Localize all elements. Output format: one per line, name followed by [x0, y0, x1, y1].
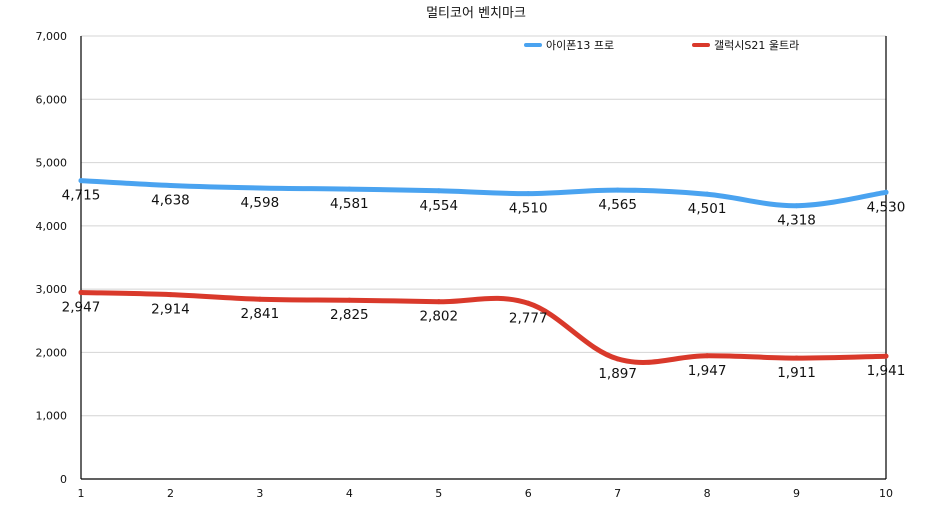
data-label: 4,530 — [867, 199, 906, 215]
data-point — [436, 188, 442, 194]
data-label: 2,777 — [509, 310, 548, 326]
y-tick-label: 0 — [60, 473, 67, 486]
x-tick-label: 7 — [614, 487, 621, 500]
axes — [80, 36, 887, 480]
chart-title: 멀티코어 벤치마크 — [426, 6, 526, 21]
x-tick-label: 4 — [346, 487, 353, 500]
data-point — [346, 297, 352, 303]
legend-label: 갤럭시S21 울트라 — [714, 39, 799, 52]
data-label: 4,510 — [509, 201, 548, 217]
data-point — [525, 191, 531, 197]
data-label: 2,914 — [151, 302, 190, 318]
data-label: 1,911 — [777, 365, 816, 381]
x-tick-label: 6 — [525, 487, 532, 500]
y-tick-label: 5,000 — [36, 157, 68, 170]
x-tick-label: 3 — [256, 487, 263, 500]
y-tick-label: 1,000 — [36, 410, 68, 423]
data-labels: 4,715 4,638 4,598 4,581 4,554 4,510 4,565 4,501… — [62, 188, 906, 382]
data-point — [167, 292, 173, 298]
data-point — [257, 185, 263, 191]
data-point — [257, 296, 263, 302]
data-point — [794, 355, 800, 361]
legend: 아이폰13 프로 갤럭시S21 울트라 — [524, 39, 799, 52]
data-label: 2,947 — [62, 299, 101, 315]
x-tick-label: 5 — [435, 487, 442, 500]
x-tick-label: 10 — [879, 487, 893, 500]
y-axis-ticks: 0 1,000 2,000 3,000 4,000 5,000 6,000 7,000 — [36, 30, 68, 486]
legend-label: 아이폰13 프로 — [546, 39, 614, 52]
data-label: 4,715 — [62, 188, 101, 204]
data-label: 4,565 — [598, 197, 637, 213]
data-label: 4,554 — [419, 198, 458, 214]
grid-lines — [81, 35, 886, 417]
y-tick-label: 4,000 — [36, 220, 68, 233]
data-label: 1,897 — [598, 366, 637, 382]
x-axis-ticks: 1 2 3 4 5 6 7 8 9 10 — [78, 487, 894, 500]
series-line-0 — [78, 178, 889, 209]
data-label: 2,825 — [330, 307, 369, 323]
series-line-1 — [78, 290, 889, 365]
data-point — [883, 189, 889, 195]
data-point — [794, 203, 800, 209]
x-tick-label: 9 — [793, 487, 800, 500]
data-label: 4,501 — [688, 201, 727, 217]
data-point — [883, 353, 889, 359]
y-tick-label: 6,000 — [36, 93, 68, 106]
y-tick-label: 3,000 — [36, 283, 68, 296]
x-tick-label: 8 — [704, 487, 711, 500]
data-label: 2,841 — [241, 306, 280, 322]
data-label: 1,941 — [867, 363, 906, 379]
data-point — [704, 353, 710, 359]
data-point — [436, 299, 442, 305]
data-label: 4,638 — [151, 192, 190, 208]
series-lines — [78, 178, 889, 365]
data-point — [78, 289, 84, 295]
data-point — [704, 191, 710, 197]
x-tick-label: 2 — [167, 487, 174, 500]
y-tick-label: 7,000 — [36, 30, 68, 43]
data-label: 2,802 — [419, 309, 458, 325]
x-tick-label: 1 — [78, 487, 85, 500]
data-label: 4,598 — [241, 195, 280, 211]
data-point — [78, 178, 84, 184]
data-point — [346, 186, 352, 192]
data-label: 4,581 — [330, 196, 369, 212]
y-tick-label: 2,000 — [36, 346, 68, 359]
data-point — [525, 300, 531, 306]
data-label: 1,947 — [688, 363, 727, 379]
data-point — [167, 182, 173, 188]
data-label: 4,318 — [777, 213, 816, 229]
data-point — [615, 187, 621, 193]
data-point — [615, 356, 621, 362]
